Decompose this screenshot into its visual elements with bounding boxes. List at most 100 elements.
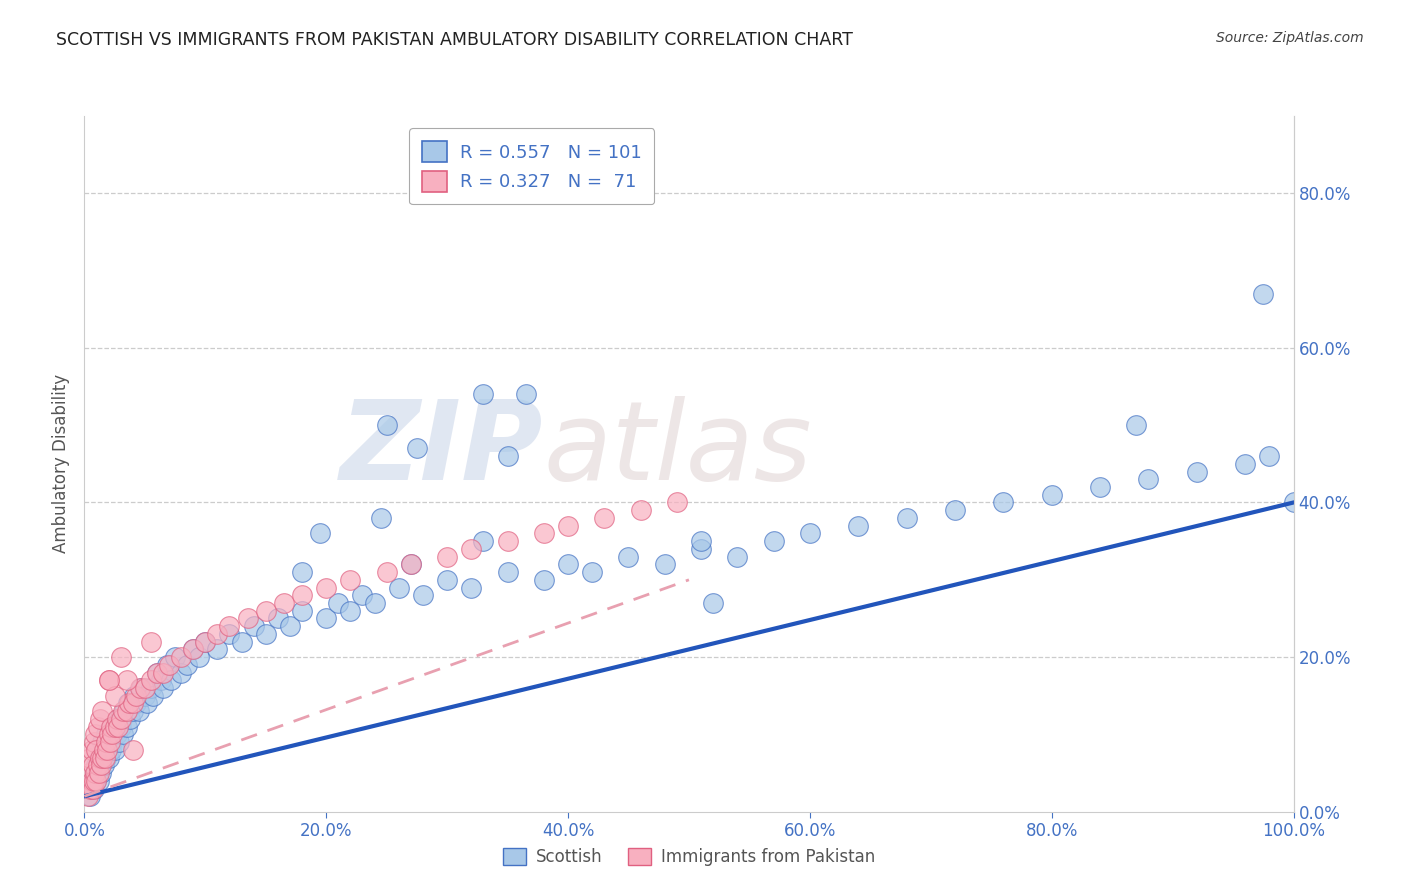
Point xyxy=(80,773,103,788)
Point xyxy=(375,418,398,433)
Point xyxy=(139,673,162,688)
Point xyxy=(291,565,314,579)
Point xyxy=(436,573,458,587)
Point xyxy=(84,727,107,741)
Point xyxy=(94,735,117,749)
Point xyxy=(86,758,108,772)
Point xyxy=(412,588,434,602)
Point xyxy=(121,704,143,718)
Point xyxy=(134,681,156,695)
Point xyxy=(460,581,482,595)
Text: SCOTTISH VS IMMIGRANTS FROM PAKISTAN AMBULATORY DISABILITY CORRELATION CHART: SCOTTISH VS IMMIGRANTS FROM PAKISTAN AMB… xyxy=(56,31,853,49)
Point xyxy=(84,766,107,780)
Point xyxy=(1253,286,1275,301)
Point xyxy=(115,673,138,688)
Point xyxy=(80,743,103,757)
Point xyxy=(86,720,108,734)
Point xyxy=(77,789,100,804)
Point xyxy=(122,689,145,703)
Point xyxy=(136,697,159,711)
Point xyxy=(496,565,519,579)
Point xyxy=(139,681,162,695)
Point xyxy=(129,681,152,695)
Point xyxy=(557,518,579,533)
Point xyxy=(93,743,115,757)
Point xyxy=(181,642,204,657)
Point xyxy=(125,697,148,711)
Point xyxy=(90,766,112,780)
Point xyxy=(654,558,676,572)
Point xyxy=(149,673,172,688)
Point xyxy=(142,689,165,703)
Point xyxy=(242,619,264,633)
Point xyxy=(120,712,142,726)
Point xyxy=(91,704,114,718)
Point xyxy=(94,750,117,764)
Point xyxy=(146,665,169,680)
Point xyxy=(100,743,122,757)
Point xyxy=(309,526,332,541)
Point xyxy=(134,689,156,703)
Point xyxy=(146,665,169,680)
Point xyxy=(110,720,132,734)
Point xyxy=(496,534,519,549)
Point xyxy=(97,750,120,764)
Point xyxy=(103,727,125,741)
Point xyxy=(91,750,114,764)
Point xyxy=(690,534,713,549)
Y-axis label: Ambulatory Disability: Ambulatory Disability xyxy=(52,375,70,553)
Point xyxy=(98,735,121,749)
Point xyxy=(79,789,101,804)
Point xyxy=(86,766,108,780)
Text: atlas: atlas xyxy=(544,396,813,503)
Point xyxy=(87,766,110,780)
Point xyxy=(188,650,211,665)
Point xyxy=(533,573,555,587)
Point xyxy=(80,781,103,796)
Point xyxy=(315,611,337,625)
Point xyxy=(100,720,122,734)
Point xyxy=(291,604,314,618)
Point xyxy=(110,712,132,726)
Point xyxy=(117,697,139,711)
Point xyxy=(115,704,138,718)
Point xyxy=(406,442,429,456)
Point xyxy=(1282,495,1305,509)
Point xyxy=(254,627,277,641)
Point xyxy=(630,503,652,517)
Point xyxy=(943,503,966,517)
Point xyxy=(799,526,821,541)
Point xyxy=(86,743,108,757)
Point xyxy=(339,573,361,587)
Point xyxy=(128,704,150,718)
Point xyxy=(665,495,688,509)
Point xyxy=(160,673,183,688)
Point xyxy=(101,735,124,749)
Point xyxy=(236,611,259,625)
Point xyxy=(93,758,115,772)
Point xyxy=(254,604,277,618)
Point xyxy=(315,581,337,595)
Point xyxy=(593,511,616,525)
Point xyxy=(375,565,398,579)
Point xyxy=(96,743,118,757)
Point xyxy=(91,750,114,764)
Point xyxy=(94,743,117,757)
Point xyxy=(1234,457,1257,471)
Point xyxy=(436,549,458,564)
Point xyxy=(896,511,918,525)
Point xyxy=(152,665,174,680)
Point xyxy=(90,758,112,772)
Point xyxy=(399,558,422,572)
Point xyxy=(725,549,748,564)
Point xyxy=(165,650,187,665)
Point xyxy=(762,534,785,549)
Point xyxy=(89,758,111,772)
Point xyxy=(363,596,385,610)
Point xyxy=(690,541,713,556)
Point xyxy=(328,596,350,610)
Point xyxy=(107,712,129,726)
Point xyxy=(104,689,127,703)
Point xyxy=(87,773,110,788)
Point xyxy=(399,558,422,572)
